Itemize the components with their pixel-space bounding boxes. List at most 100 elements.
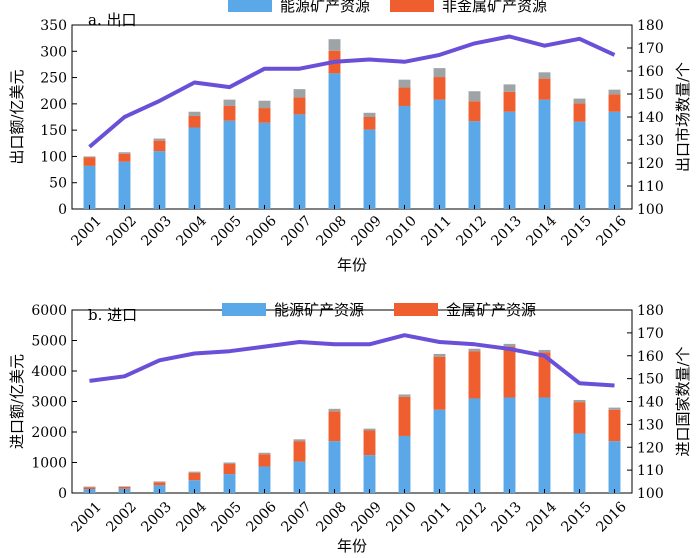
bar-segment-2 xyxy=(363,112,376,117)
panel-label: a. 出口 xyxy=(88,11,136,29)
legend-swatch xyxy=(228,0,272,12)
bar-segment-0 xyxy=(608,441,621,493)
bar-segment-1 xyxy=(363,430,376,456)
bar-segment-0 xyxy=(153,151,166,209)
x-tick-label: 2016 xyxy=(593,499,630,536)
bar-segment-2 xyxy=(573,399,586,403)
y2-tick-label: 100 xyxy=(637,202,664,218)
legend-label: 能源矿产资源 xyxy=(280,0,370,15)
chart-panel-import: 0 1000 2000 3000 4000 5000 6000 100 110 120 130 140… xyxy=(8,301,692,555)
legend-label: 非金属矿产资源 xyxy=(442,0,547,15)
x-tick-label: 2012 xyxy=(453,213,490,250)
y-tick-label: 0 xyxy=(58,202,67,218)
x-axis-title: 年份 xyxy=(337,256,367,274)
legend-swatch xyxy=(390,0,434,12)
y-tick-label: 5000 xyxy=(31,334,67,350)
bar-segment-1 xyxy=(188,472,201,481)
bar-segment-1 xyxy=(503,346,516,398)
bar-segment-0 xyxy=(538,397,551,493)
bar-segment-2 xyxy=(153,481,166,483)
bar-segment-1 xyxy=(118,486,131,489)
panel-label: b. 进口 xyxy=(88,306,137,324)
x-tick-label: 2015 xyxy=(558,213,595,250)
bar-segment-1 xyxy=(608,409,621,442)
chart-panel-export: 0 50 100 150 200 250 300 350 100 110 120 130 140 150 1… xyxy=(8,0,692,274)
x-tick-label: 2014 xyxy=(523,499,560,536)
bar-segment-1 xyxy=(258,454,271,467)
x-tick-label: 2014 xyxy=(523,213,560,250)
bar-segment-0 xyxy=(328,73,341,209)
x-tick-label: 2002 xyxy=(103,213,140,250)
bar-segment-1 xyxy=(433,356,446,410)
bar-segment-0 xyxy=(293,461,306,493)
bar-segment-0 xyxy=(188,127,201,209)
x-tick-label: 2011 xyxy=(418,499,455,536)
bar-segment-0 xyxy=(363,455,376,493)
bar-segment-0 xyxy=(573,433,586,493)
bar-segment-0 xyxy=(503,397,516,493)
bar-segment-2 xyxy=(328,408,341,412)
bar-segment-1 xyxy=(573,402,586,434)
legend-label: 能源矿产资源 xyxy=(274,301,364,319)
bar-segment-1 xyxy=(223,464,236,475)
bar-segment-2 xyxy=(188,471,201,473)
bar-segment-1 xyxy=(118,153,131,162)
x-tick-label: 2007 xyxy=(278,213,315,250)
x-tick-label: 2002 xyxy=(103,499,140,536)
bar-segment-0 xyxy=(118,161,131,209)
y-tick-label: 350 xyxy=(40,18,67,34)
bar-segment-1 xyxy=(398,396,411,436)
y2-axis-title: 出口市场数量/个 xyxy=(674,62,692,172)
bar-segment-0 xyxy=(608,111,621,209)
y-tick-label: 250 xyxy=(40,71,67,87)
y2-tick-label: 150 xyxy=(637,372,664,388)
x-tick-label: 2008 xyxy=(313,499,350,536)
market-count-line xyxy=(88,34,616,149)
y2-tick-label: 140 xyxy=(637,110,664,126)
bar-segment-2 xyxy=(468,348,481,352)
bar-segment-0 xyxy=(293,114,306,209)
x-axis-title: 年份 xyxy=(337,537,367,555)
bar-segment-1 xyxy=(468,101,481,122)
x-tick-label: 2001 xyxy=(68,499,105,536)
bar-segment-2 xyxy=(538,72,551,79)
y-axis-title: 出口额/亿美元 xyxy=(8,69,26,164)
legend-swatch xyxy=(222,303,266,316)
bar-segment-1 xyxy=(293,97,306,115)
bar-segment-0 xyxy=(398,105,411,209)
bar-segment-2 xyxy=(293,89,306,98)
bar-segment-0 xyxy=(468,398,481,493)
bar-segment-2 xyxy=(328,39,341,51)
bar-segment-1 xyxy=(503,91,516,112)
bar-segment-2 xyxy=(293,439,306,442)
bar-segment-2 xyxy=(608,407,621,410)
bar-segment-1 xyxy=(363,117,376,130)
x-tick-label: 2010 xyxy=(383,213,420,250)
y2-tick-label: 180 xyxy=(637,18,664,34)
bar-segment-0 xyxy=(433,409,446,493)
bar-segment-2 xyxy=(608,89,621,95)
x-tick-label: 2016 xyxy=(593,213,630,250)
bar-segment-1 xyxy=(223,105,236,121)
x-tick-label: 2005 xyxy=(208,499,245,536)
y-tick-label: 50 xyxy=(49,176,67,192)
y2-tick-label: 120 xyxy=(637,156,664,172)
y2-tick-label: 110 xyxy=(637,463,664,479)
legend-swatch xyxy=(394,303,438,316)
y-tick-label: 2000 xyxy=(31,425,67,441)
x-tick-label: 2012 xyxy=(453,499,490,536)
bar-segment-0 xyxy=(538,99,551,209)
bar-segment-1 xyxy=(573,103,586,122)
x-tick-label: 2006 xyxy=(243,213,280,250)
bar-segment-1 xyxy=(83,487,96,490)
y2-tick-label: 120 xyxy=(637,440,664,456)
bar-segment-0 xyxy=(468,121,481,209)
bar-segment-2 xyxy=(258,100,271,109)
x-tick-label: 2011 xyxy=(418,213,455,250)
x-tick-label: 2004 xyxy=(173,499,210,536)
x-tick-label: 2003 xyxy=(138,213,175,250)
x-tick-label: 2006 xyxy=(243,499,280,536)
y-axis-title: 进口额/亿美元 xyxy=(8,354,26,449)
y-tick-label: 4000 xyxy=(31,364,67,380)
